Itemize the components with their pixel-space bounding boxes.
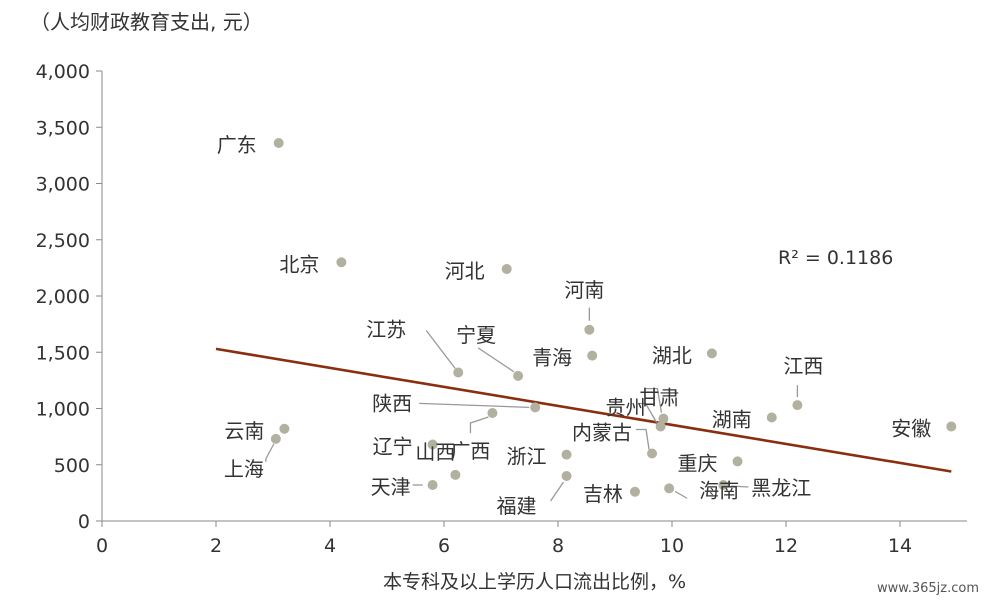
data-point (658, 413, 669, 424)
data-point (792, 400, 803, 411)
data-point (513, 370, 524, 381)
trend-line (215, 347, 952, 473)
leader-line (638, 402, 658, 423)
point-label: 湖北 (652, 343, 692, 367)
leader-line (550, 481, 565, 502)
point-label: 广西 (450, 439, 490, 463)
point-label: 吉林 (583, 482, 623, 506)
leader-line (419, 402, 530, 409)
point-label: 北京 (279, 252, 319, 276)
data-point (561, 449, 572, 460)
data-point (664, 483, 675, 494)
data-point (453, 367, 464, 378)
data-point (584, 324, 595, 335)
x-tick-label: 10 (660, 535, 684, 557)
data-point (273, 138, 284, 148)
data-point (718, 480, 729, 490)
point-label: 甘肃 (639, 386, 679, 410)
point-label: 上海 (224, 457, 264, 481)
point-label: 福建 (497, 494, 537, 518)
data-point (647, 448, 658, 459)
data-point (561, 471, 572, 481)
y-tick-label: 1,000 (36, 399, 90, 421)
point-label: 湖南 (712, 408, 752, 432)
y-tick-label: 0 (78, 511, 90, 533)
data-point (629, 486, 640, 497)
point-label: 浙江 (507, 445, 547, 469)
data-point (279, 423, 290, 434)
data-point (946, 421, 957, 432)
point-label: 江西 (783, 354, 823, 378)
x-tick-label: 12 (774, 535, 798, 557)
y-tick-label: 1,500 (36, 342, 90, 364)
x-tick-label: 0 (96, 535, 108, 557)
point-label: 贵州 (606, 396, 646, 420)
point-label: 山西 (415, 440, 455, 464)
point-label: 重庆 (678, 451, 718, 475)
point-label: 江苏 (366, 318, 406, 342)
data-point (487, 408, 498, 418)
x-tick-label: 6 (438, 535, 450, 557)
x-tick-label: 4 (324, 535, 336, 557)
leader-line (477, 347, 515, 373)
leader-line (731, 485, 749, 488)
leader-line (469, 416, 489, 433)
point-label: 河北 (445, 259, 485, 283)
data-point (450, 469, 461, 480)
leader-line (265, 443, 275, 462)
leader-line (636, 428, 650, 450)
y-tick-label: 3,500 (36, 117, 90, 139)
y-tick-label: 2,000 (36, 286, 90, 308)
y-tick-label: 4,000 (36, 61, 90, 83)
data-point (270, 433, 281, 444)
x-axis-title: 本专科及以上学历人口流出比例，% (383, 571, 686, 593)
leader-line (425, 330, 456, 369)
y-tick-label: 2,500 (36, 230, 90, 252)
point-label: 陕西 (372, 391, 412, 415)
data-point (336, 257, 347, 268)
point-label: 广东 (217, 133, 257, 157)
x-tick-label: 2 (210, 535, 222, 557)
point-label: 河南 (564, 278, 604, 302)
r-squared-label: R² = 0.1186 (778, 247, 893, 269)
point-label: 天津 (371, 475, 411, 499)
data-point (655, 421, 666, 432)
watermark: www.365jz.com (877, 581, 979, 596)
data-point (587, 350, 598, 361)
data-point (427, 480, 438, 490)
data-point (732, 456, 743, 467)
data-point (427, 439, 438, 450)
point-label: 辽宁 (373, 435, 413, 459)
y-tick-label: 500 (54, 455, 90, 477)
point-label: 黑龙江 (751, 476, 811, 500)
point-label: 内蒙古 (572, 421, 632, 445)
point-label: 青海 (532, 346, 572, 370)
y-axis-unit-label: （人均财政教育支出, 元） (30, 10, 263, 34)
leader-line (645, 387, 663, 413)
data-point (766, 412, 777, 423)
y-tick-label: 3,000 (36, 174, 90, 196)
point-label: 海南 (699, 478, 739, 502)
x-tick-label: 14 (888, 535, 912, 557)
leader-line (674, 490, 688, 499)
data-point (530, 402, 541, 413)
data-point (501, 264, 512, 274)
data-point (706, 348, 717, 359)
x-tick-label: 8 (552, 535, 564, 557)
point-label: 宁夏 (456, 323, 496, 347)
point-label: 安徽 (891, 417, 931, 441)
point-label: 云南 (224, 419, 264, 443)
